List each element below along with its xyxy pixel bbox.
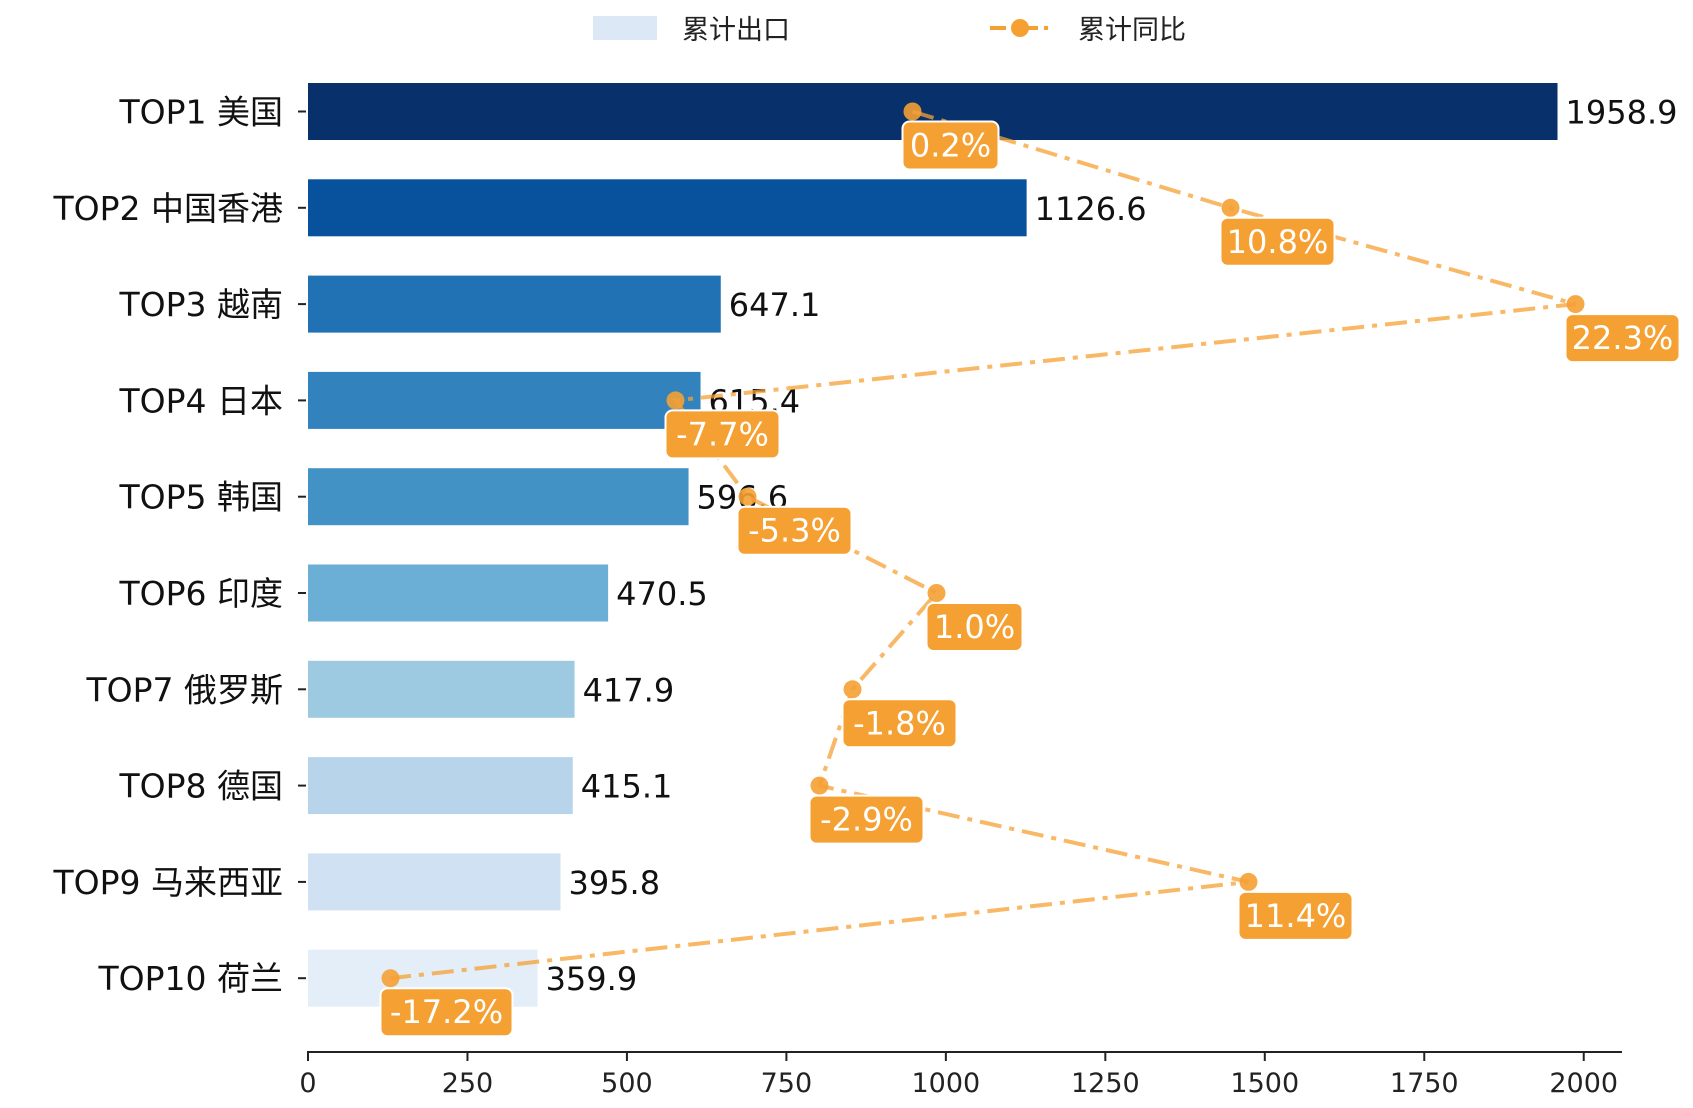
x-tick-label: 1750 <box>1390 1068 1459 1099</box>
bar-value-label: 395.8 <box>568 864 660 902</box>
bar-value-label: 1126.6 <box>1035 190 1147 228</box>
x-tick-label: 1000 <box>912 1068 981 1099</box>
yoy-label-text: -5.3% <box>748 512 841 550</box>
yoy-point <box>843 680 862 699</box>
yoy-value-labels: 0.2% 10.8% 22.3% -7.7% -5.3% 1.0% -1.8% -2.9% 11… <box>379 120 1681 1038</box>
yoy-label-text: 22.3% <box>1572 319 1674 357</box>
bar <box>308 468 689 526</box>
bar-value-label: 417.9 <box>583 671 675 709</box>
legend-swatch-marker <box>1011 19 1029 37</box>
yoy-point <box>927 584 946 602</box>
yoy-label-box <box>901 120 1000 171</box>
yoy-label: -2.9% <box>808 794 925 845</box>
yoy-label: -5.3% <box>736 505 853 556</box>
bar <box>308 660 575 718</box>
yoy-line <box>390 109 1577 981</box>
yoy-label: -7.7% <box>664 409 781 460</box>
category-label: TOP8 德国 <box>118 767 283 806</box>
bar <box>308 853 561 911</box>
yoy-label-box <box>1237 890 1354 941</box>
yoy-label-box <box>664 409 781 460</box>
x-tick-label: 500 <box>601 1068 653 1099</box>
bar <box>308 564 609 622</box>
yoy-label-box <box>1564 313 1681 364</box>
yoy-point <box>1566 295 1585 314</box>
x-axis: 0 250 500 750 1000 1250 1500 1750 2000 <box>299 1051 1622 1099</box>
category-label: TOP1 美国 <box>118 93 283 132</box>
category-label: TOP7 俄罗斯 <box>85 670 283 709</box>
legend: 累计出口 累计同比 <box>593 15 1186 46</box>
category-label: TOP2 中国香港 <box>52 189 283 228</box>
yoy-label-text: 10.8% <box>1227 223 1329 261</box>
legend-label-line: 累计同比 <box>1078 15 1186 46</box>
bar-value-label: 415.1 <box>581 768 673 806</box>
yoy-label-box <box>736 505 853 556</box>
yoy-point <box>1239 872 1258 891</box>
bar-value-label: 1958.9 <box>1566 94 1678 132</box>
category-label: TOP3 越南 <box>118 285 283 324</box>
yoy-label-text: -1.8% <box>853 704 946 742</box>
category-label: TOP5 韩国 <box>118 478 283 517</box>
category-label: TOP6 印度 <box>118 574 283 613</box>
y-axis: TOP1 美国 TOP2 中国香港 TOP3 越南 TOP4 日本 TOP5 韩国 TOP… <box>52 93 306 998</box>
yoy-point <box>666 391 685 410</box>
category-label: TOP9 马来西亚 <box>52 863 283 902</box>
yoy-label-box <box>379 987 514 1038</box>
bar <box>308 275 721 333</box>
bars <box>308 83 1558 1007</box>
yoy-label-box <box>841 698 958 749</box>
yoy-label-text: -7.7% <box>676 415 769 453</box>
x-tick-label: 250 <box>442 1068 494 1099</box>
yoy-point <box>903 102 922 121</box>
yoy-label: 10.8% <box>1219 216 1336 267</box>
yoy-point <box>381 969 400 988</box>
yoy-label-text: -17.2% <box>390 993 503 1031</box>
yoy-point <box>1221 198 1240 217</box>
category-label: TOP10 荷兰 <box>97 959 283 998</box>
x-tick-label: 750 <box>761 1068 813 1099</box>
bar-value-label: 470.5 <box>616 575 708 613</box>
category-label: TOP4 日本 <box>118 381 283 420</box>
yoy-label-text: 1.0% <box>934 608 1015 646</box>
legend-swatch-bar <box>593 16 657 40</box>
bar-value-label: 647.1 <box>729 286 821 324</box>
legend-label-bar: 累计出口 <box>682 15 790 46</box>
yoy-label-text: -2.9% <box>820 801 913 839</box>
yoy-label: -17.2% <box>379 987 514 1038</box>
bar-value-label: 359.9 <box>546 960 638 998</box>
x-tick-label: 2000 <box>1549 1068 1618 1099</box>
yoy-label: 0.2% <box>901 120 1000 171</box>
yoy-label: -1.8% <box>841 698 958 749</box>
yoy-label-box <box>1219 216 1336 267</box>
bar <box>308 371 701 429</box>
x-tick-label: 1250 <box>1071 1068 1140 1099</box>
yoy-label-text: 11.4% <box>1245 897 1347 935</box>
bar <box>308 179 1027 237</box>
bar-value-labels: 1958.91126.6647.1615.4596.6470.5417.9415… <box>546 94 1678 999</box>
yoy-point <box>738 487 757 506</box>
x-tick-label: 0 <box>299 1068 316 1099</box>
yoy-label: 1.0% <box>925 602 1024 652</box>
yoy-label-text: 0.2% <box>910 127 991 165</box>
bar <box>308 757 573 815</box>
yoy-label-box <box>808 794 925 845</box>
yoy-label: 11.4% <box>1237 890 1354 941</box>
yoy-label-box <box>925 602 1024 652</box>
yoy-point <box>810 776 829 795</box>
x-tick-label: 1500 <box>1230 1068 1299 1099</box>
yoy-label: 22.3% <box>1564 313 1681 364</box>
